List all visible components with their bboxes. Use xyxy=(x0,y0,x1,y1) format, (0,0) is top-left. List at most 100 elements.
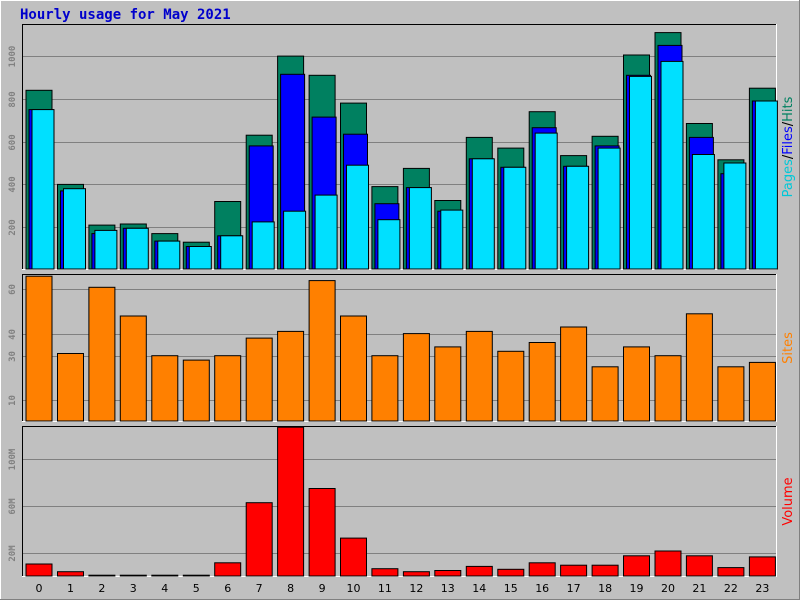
panel-legend: Volume xyxy=(781,477,796,525)
x-tick-label: 2 xyxy=(98,582,105,595)
bar xyxy=(528,342,556,422)
bar xyxy=(528,562,556,577)
legend-text: / xyxy=(781,121,796,126)
x-tick-label: 5 xyxy=(193,582,200,595)
panel-legend: Pages/Files/Hits xyxy=(781,96,796,197)
bar xyxy=(591,564,619,577)
x-tick-label: 4 xyxy=(161,582,168,595)
y-tick-label: 40 xyxy=(8,329,18,340)
bar xyxy=(214,355,242,422)
bar xyxy=(371,568,399,577)
x-tick-label: 11 xyxy=(378,582,392,595)
bar xyxy=(63,188,86,270)
x-tick-label: 15 xyxy=(504,582,518,595)
bar xyxy=(723,162,747,270)
x-tick-label: 6 xyxy=(224,582,231,595)
plot-area xyxy=(22,274,777,422)
x-tick-label: 21 xyxy=(692,582,706,595)
bar xyxy=(566,165,590,270)
legend-text: Sites xyxy=(781,332,796,364)
chart-title: Hourly usage for May 2021 xyxy=(20,7,231,23)
bar xyxy=(402,571,430,577)
bar xyxy=(119,315,147,422)
bar xyxy=(691,154,715,270)
legend-text: Pages xyxy=(781,159,796,197)
bar xyxy=(497,568,525,577)
bar xyxy=(717,567,745,577)
bar xyxy=(748,556,776,577)
bar xyxy=(94,229,118,270)
bar xyxy=(157,240,181,270)
plot-area xyxy=(22,426,777,577)
y-tick-label: 60 xyxy=(8,284,18,295)
y-tick-label: 400 xyxy=(8,176,18,192)
bar xyxy=(371,355,399,422)
bar xyxy=(251,221,275,270)
bar xyxy=(560,326,588,422)
x-tick-label: 8 xyxy=(287,582,294,595)
y-tick-label: 10 xyxy=(8,395,18,406)
bar xyxy=(277,330,305,422)
bar xyxy=(283,210,307,270)
panel-sites: 10 30 40 60 Sites xyxy=(8,274,796,422)
bar xyxy=(182,574,210,577)
legend-text: Volume xyxy=(781,477,796,525)
x-tick-label: 3 xyxy=(130,582,137,595)
bar xyxy=(623,555,650,577)
x-axis: 0 1 2 3 4 5 6 7 8 9 10 11 12 13 14 15 16 17 18 19 20 21 22 23 xyxy=(36,582,770,595)
bar xyxy=(654,550,682,577)
x-tick-label: 22 xyxy=(724,582,738,595)
legend-text: Hits xyxy=(781,96,796,121)
bar xyxy=(591,366,619,422)
y-tick-label: 600 xyxy=(8,134,18,150)
bar xyxy=(119,574,147,577)
bar xyxy=(465,330,493,422)
bar xyxy=(503,166,527,270)
panel-legend: Sites xyxy=(781,332,796,364)
y-tick-label: 1000 xyxy=(8,46,18,68)
bar xyxy=(25,275,53,422)
bar xyxy=(188,246,212,270)
x-tick-label: 10 xyxy=(347,582,361,595)
x-tick-label: 12 xyxy=(409,582,423,595)
bar xyxy=(182,359,210,422)
bar xyxy=(434,570,462,577)
bar xyxy=(214,562,242,577)
bar xyxy=(408,187,432,270)
bar xyxy=(560,564,588,577)
bar xyxy=(125,227,149,270)
bar xyxy=(465,565,493,577)
panel-pages-files-hits: 200 400 600 800 1000 Pages/Files/Hits xyxy=(8,24,796,270)
x-tick-label: 0 xyxy=(36,582,43,595)
x-tick-label: 20 xyxy=(661,582,675,595)
bar xyxy=(748,361,776,422)
x-tick-label: 17 xyxy=(567,582,581,595)
bar xyxy=(245,502,273,577)
y-tick-label: 20M xyxy=(8,545,18,562)
x-tick-label: 14 xyxy=(472,582,486,595)
bar xyxy=(31,109,55,270)
bar xyxy=(220,235,244,270)
bar xyxy=(245,337,273,422)
bar xyxy=(25,563,53,577)
y-tick-label: 200 xyxy=(8,219,18,235)
bar xyxy=(57,353,84,422)
y-tick-label: 800 xyxy=(8,91,18,107)
bar xyxy=(314,194,338,270)
panel-volume: 20M 60M 100M Volume xyxy=(8,426,796,577)
bar xyxy=(88,286,116,422)
bar xyxy=(754,100,778,270)
bar xyxy=(308,488,336,577)
y-tick-label: 100M xyxy=(8,448,18,470)
x-tick-label: 16 xyxy=(535,582,549,595)
bar xyxy=(717,366,745,422)
bar xyxy=(340,537,367,577)
bar xyxy=(308,280,336,422)
chart-panels: 2004006008001000Pages/Files/Hits10304060… xyxy=(8,24,796,577)
bar xyxy=(654,355,682,422)
x-tick-label: 19 xyxy=(630,582,644,595)
bar xyxy=(597,147,621,270)
legend-text: / xyxy=(781,154,796,159)
bar xyxy=(402,333,430,422)
bar xyxy=(534,132,558,270)
